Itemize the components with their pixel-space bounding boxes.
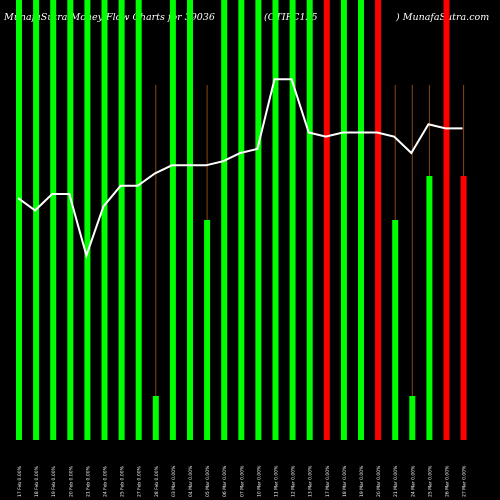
x-tick-label: 24 Feb 0.00% (103, 465, 109, 497)
bar (50, 0, 57, 440)
x-tick-label: 17 Mar 0.00% (325, 465, 331, 497)
x-tick-label: 25 Mar 0.00% (427, 465, 433, 497)
x-tick-label: 24 Mar 0.00% (410, 465, 416, 497)
bar (152, 396, 159, 440)
bar (101, 0, 108, 440)
bar (221, 0, 228, 440)
x-tick-label: 18 Mar 0.00% (342, 465, 348, 497)
bar (67, 0, 74, 440)
x-tick-label: 20 Feb 0.00% (68, 465, 74, 497)
bar (187, 0, 193, 440)
x-tick-label: 04 Mar 0.00% (188, 465, 194, 497)
price-line (17, 78, 463, 259)
bar (118, 0, 125, 440)
x-tick-label: 06 Mar 0.00% (222, 465, 228, 497)
chart-title-left: MunafaSutra Money Flow Charts for 39036 (4, 12, 215, 23)
x-tick-label: 13 Mar 0.00% (308, 465, 314, 497)
bar (443, 0, 450, 440)
price-line-layer (17, 78, 463, 259)
x-tick-label: 05 Mar 0.00% (205, 465, 211, 497)
bar (84, 0, 91, 440)
bar (204, 220, 211, 440)
x-tick-label: 03 Mar 0.00% (171, 465, 177, 497)
x-tick-label: 19 Mar 0.00% (359, 465, 365, 497)
bars-layer (16, 0, 467, 440)
bar (392, 220, 399, 440)
bar (409, 396, 416, 440)
x-tick-label: 19 Feb 0.00% (51, 465, 57, 497)
x-tick-label: 12 Mar 0.00% (291, 465, 297, 497)
x-tick-label: 10 Mar 0.00% (256, 465, 262, 497)
chart-title-site: ) MunafaSutra.com (396, 12, 490, 23)
x-tick-label: 27 Mar 0.00% (462, 465, 468, 497)
bar (460, 176, 467, 440)
x-tick-label: 07 Mar 0.00% (239, 465, 245, 497)
bar (255, 0, 262, 440)
x-tick-label: 17 Feb 0.00% (17, 465, 23, 497)
x-tick-label: 18 Feb 0.00% (34, 465, 40, 497)
bar (33, 0, 40, 440)
bar (289, 0, 296, 440)
bar (272, 0, 279, 440)
bar (323, 0, 330, 440)
x-tick-label: 11 Mar 0.00% (274, 465, 280, 497)
x-tick-label: 26 Mar 0.00% (445, 465, 451, 497)
x-tick-label: 28 Feb 0.00% (154, 465, 160, 497)
x-tick-label: 21 Mar 0.00% (393, 465, 399, 497)
x-tick-labels-layer: 17 Feb 0.00% 18 Feb 0.00% 19 Feb 0.00% 20 F… (17, 465, 468, 497)
bar (169, 0, 176, 440)
x-tick-label: 25 Feb 0.00% (120, 465, 126, 497)
bar (238, 0, 245, 440)
bar (340, 0, 347, 440)
bar (306, 0, 313, 440)
bar (358, 0, 364, 440)
bar (16, 0, 22, 440)
x-tick-label: 27 Feb 0.00% (137, 465, 143, 497)
bar (375, 0, 382, 440)
x-tick-label: 20 Mar 0.00% (376, 465, 382, 497)
bar (135, 0, 142, 440)
x-tick-label: 21 Feb 0.00% (85, 465, 91, 497)
bar (426, 176, 433, 440)
